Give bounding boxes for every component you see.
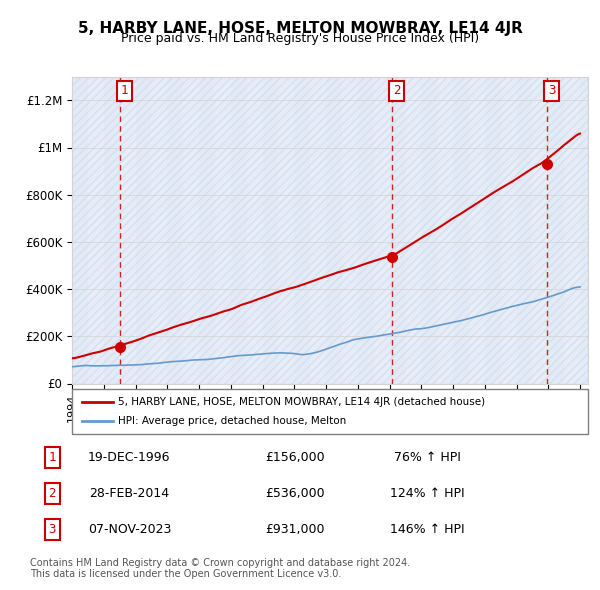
Bar [167,77,183,384]
Bar [183,77,199,384]
Bar [564,77,580,384]
Text: 124% ↑ HPI: 124% ↑ HPI [390,487,465,500]
Text: 28-FEB-2014: 28-FEB-2014 [89,487,169,500]
Bar [72,77,88,384]
Text: HPI: Average price, detached house, Melton: HPI: Average price, detached house, Melt… [118,417,347,426]
Bar [421,77,437,384]
Bar [136,77,151,384]
Text: £156,000: £156,000 [265,451,325,464]
Bar [151,77,167,384]
Bar [294,77,310,384]
Bar [167,77,183,384]
Bar [104,77,119,384]
Bar [485,77,500,384]
Bar [389,77,406,384]
Bar [548,77,564,384]
Bar [548,77,564,384]
Text: £536,000: £536,000 [265,487,325,500]
Text: 2: 2 [393,84,401,97]
Bar [453,77,469,384]
Bar [326,77,342,384]
Bar [231,77,247,384]
Text: 1: 1 [121,84,128,97]
Bar [72,77,88,384]
Text: 2: 2 [49,487,56,500]
Bar [104,77,119,384]
Text: 1: 1 [49,451,56,464]
Text: 19-DEC-1996: 19-DEC-1996 [88,451,170,464]
Bar [199,77,215,384]
Bar [358,77,374,384]
Bar [358,77,374,384]
Bar [532,77,548,384]
Bar [500,77,517,384]
Bar [278,77,294,384]
Bar [437,77,453,384]
Bar [263,77,278,384]
Bar [517,77,532,384]
Text: Contains HM Land Registry data © Crown copyright and database right 2024.
This d: Contains HM Land Registry data © Crown c… [30,558,410,579]
Bar [247,77,263,384]
Text: 5, HARBY LANE, HOSE, MELTON MOWBRAY, LE14 4JR: 5, HARBY LANE, HOSE, MELTON MOWBRAY, LE1… [77,21,523,35]
Bar [263,77,278,384]
Bar [580,77,596,384]
Bar [231,77,247,384]
Bar [199,77,215,384]
Bar [389,77,406,384]
Bar [406,77,421,384]
Text: Price paid vs. HM Land Registry's House Price Index (HPI): Price paid vs. HM Land Registry's House … [121,32,479,45]
Bar [136,77,151,384]
Text: 76% ↑ HPI: 76% ↑ HPI [394,451,461,464]
Text: 146% ↑ HPI: 146% ↑ HPI [390,523,465,536]
Bar [326,77,342,384]
Bar [485,77,500,384]
Bar [453,77,469,384]
Bar [469,77,485,384]
Bar [342,77,358,384]
Bar [294,77,310,384]
Text: 3: 3 [49,523,56,536]
Bar [517,77,532,384]
Bar [580,77,596,384]
Bar [374,77,389,384]
Bar [215,77,231,384]
Bar [310,77,326,384]
Text: 07-NOV-2023: 07-NOV-2023 [88,523,171,536]
Bar [421,77,437,384]
Bar [88,77,104,384]
Text: 5, HARBY LANE, HOSE, MELTON MOWBRAY, LE14 4JR (detached house): 5, HARBY LANE, HOSE, MELTON MOWBRAY, LE1… [118,397,485,407]
Text: 3: 3 [548,84,556,97]
Bar [119,77,136,384]
Text: £931,000: £931,000 [265,523,325,536]
